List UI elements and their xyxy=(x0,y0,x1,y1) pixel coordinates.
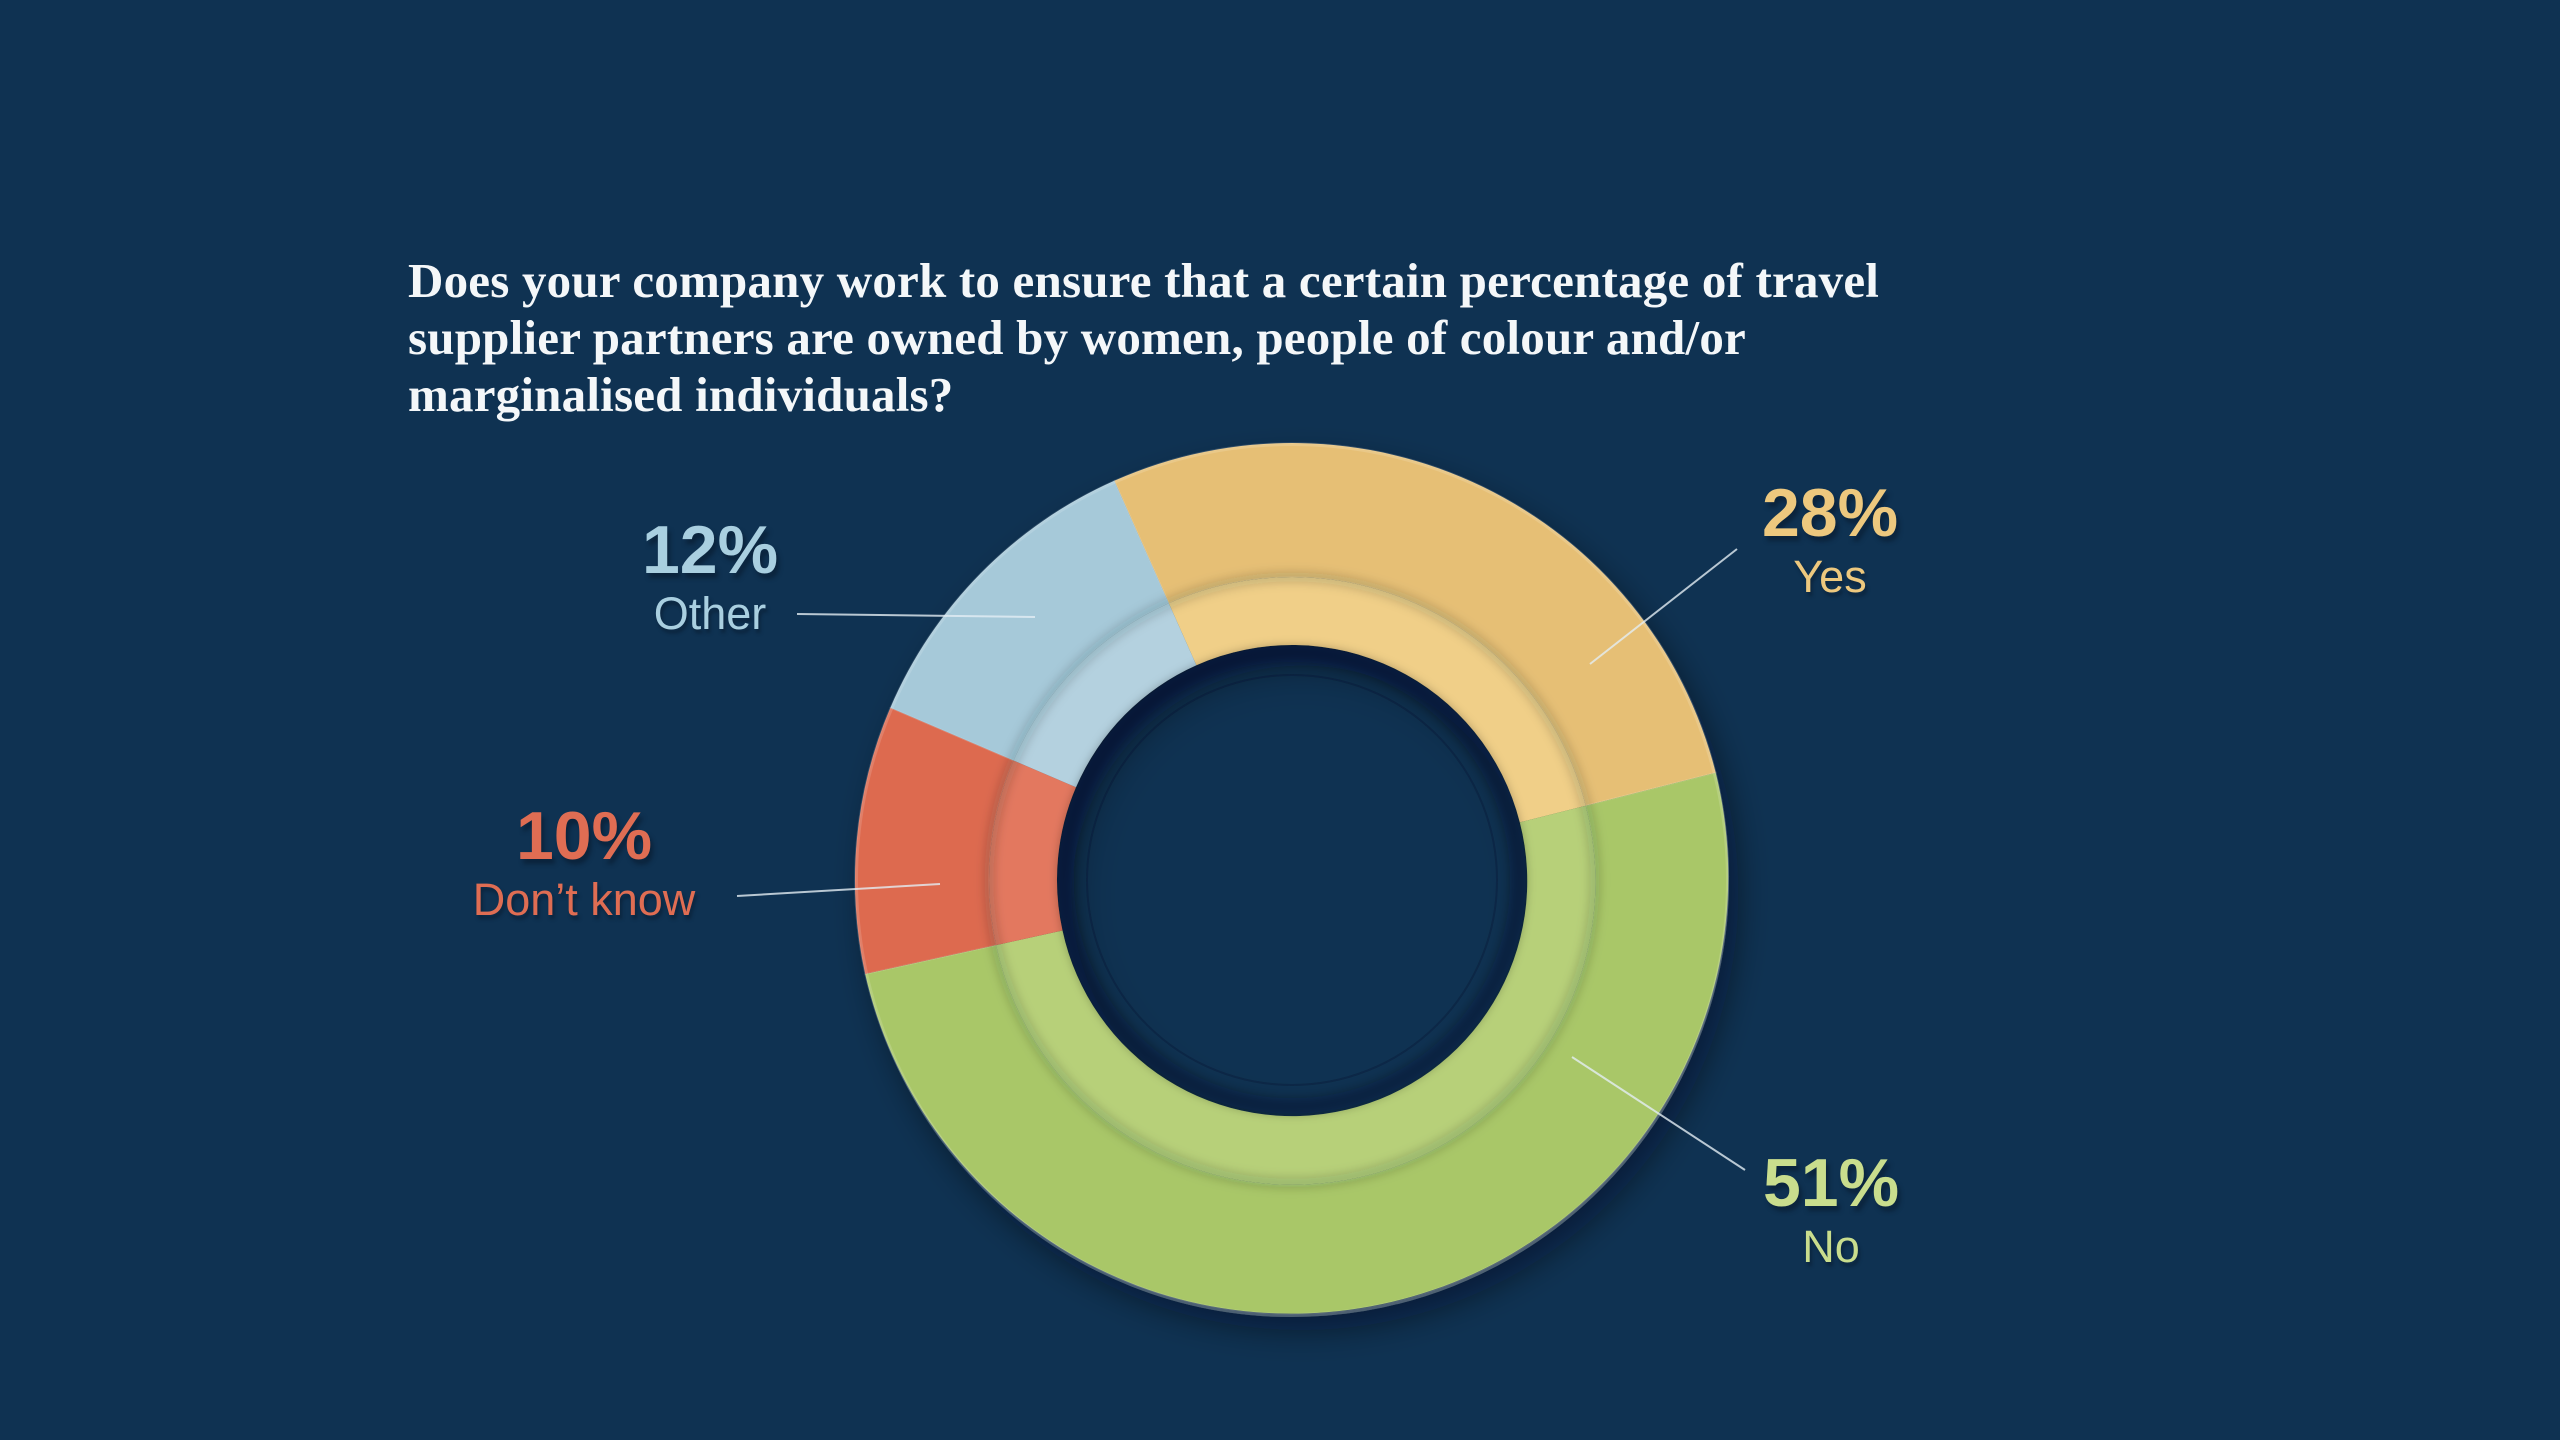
chart-title: Does your company work to ensure that a … xyxy=(408,252,1879,423)
donut-rim-highlight xyxy=(855,443,1729,1317)
callout-dont-know-label: Don’t know xyxy=(472,874,696,925)
donut-outer-band xyxy=(854,442,1729,1315)
donut-ridge-shadow xyxy=(984,572,1600,1188)
callout-other-label: Other xyxy=(653,588,767,639)
donut-inner-band xyxy=(989,577,1596,1185)
callout-dont-know-percent: 10% xyxy=(515,798,653,874)
callout-dont-know: 10% Don’t know xyxy=(473,800,696,926)
callout-no-label: No xyxy=(1802,1221,1860,1272)
leader-line-no xyxy=(1571,1056,1746,1171)
donut-hole-ring xyxy=(1086,674,1498,1086)
callout-yes: 28% Yes xyxy=(1762,477,1898,603)
callout-other: 12% Other xyxy=(642,514,778,640)
chart-title-line-3: marginalised individuals? xyxy=(408,367,954,422)
donut-slice-inner-no xyxy=(996,805,1596,1185)
callout-yes-percent: 28% xyxy=(1761,475,1899,551)
donut-ring xyxy=(854,442,1729,1317)
donut-slice-inner-other xyxy=(1013,603,1197,788)
callout-other-percent: 12% xyxy=(641,512,779,588)
callout-yes-label: Yes xyxy=(1793,551,1867,602)
donut-slice-inner-don-t-know xyxy=(989,760,1076,946)
leader-lines xyxy=(736,548,1746,1171)
leader-line-yes xyxy=(1589,548,1738,665)
callout-no-percent: 51% xyxy=(1762,1145,1900,1221)
leader-line-other xyxy=(796,613,1036,618)
chart-title-line-1: Does your company work to ensure that a … xyxy=(408,253,1880,308)
leader-line-don-t-know xyxy=(736,883,941,897)
callout-no: 51% No xyxy=(1763,1147,1899,1273)
donut-slice-inner-yes xyxy=(1168,577,1586,823)
donut-hole-shadow xyxy=(1058,646,1526,1114)
chart-title-line-2: supplier partners are owned by women, pe… xyxy=(408,310,1746,365)
